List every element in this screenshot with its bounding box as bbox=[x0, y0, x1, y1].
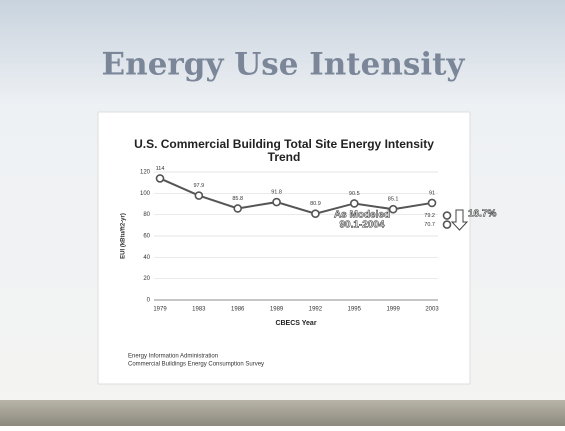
slide-title: Energy Use Intensity bbox=[102, 47, 466, 83]
grass bbox=[0, 400, 565, 426]
data-label: 97.9 bbox=[193, 183, 204, 189]
data-point bbox=[429, 199, 436, 206]
x-tick-label: 2003 bbox=[425, 307, 439, 313]
x-tick-label: 1995 bbox=[348, 307, 362, 313]
x-tick-label: 1992 bbox=[309, 307, 323, 313]
data-label: 91.8 bbox=[271, 190, 282, 196]
modeled-point bbox=[444, 212, 451, 219]
y-tick-label: 20 bbox=[143, 276, 150, 282]
data-point bbox=[390, 206, 397, 213]
data-label: 85.8 bbox=[232, 196, 243, 202]
data-label: 91 bbox=[429, 190, 435, 196]
modeled-annotation: 90.1-2004 bbox=[339, 220, 384, 231]
y-tick-label: 80 bbox=[143, 212, 150, 218]
x-axis-label: CBECS Year bbox=[275, 320, 316, 327]
data-label: 80.9 bbox=[310, 201, 321, 207]
x-tick-label: 1983 bbox=[192, 307, 206, 313]
data-point bbox=[351, 200, 358, 207]
y-axis-label: EUI (kBtu/ft2-yr) bbox=[121, 213, 127, 259]
reduction-label: 16.7% bbox=[468, 209, 496, 220]
source-note: Commercial Buildings Energy Consumption … bbox=[128, 362, 264, 368]
modeled-label: 70.7 bbox=[424, 222, 435, 228]
data-label: 85.1 bbox=[388, 197, 399, 203]
slide: Energy Use Intensity U.S. Commercial Bui… bbox=[0, 0, 565, 426]
data-point bbox=[273, 199, 280, 206]
data-point bbox=[312, 210, 319, 217]
x-tick-label: 1989 bbox=[270, 307, 284, 313]
modeled-label: 79.2 bbox=[424, 213, 435, 219]
y-tick-label: 60 bbox=[143, 234, 150, 240]
x-tick-label: 1979 bbox=[153, 307, 167, 313]
data-point bbox=[195, 192, 202, 199]
modeled-point bbox=[444, 221, 451, 228]
x-tick-label: 1999 bbox=[386, 307, 400, 313]
data-label: 90.5 bbox=[349, 191, 360, 197]
data-point bbox=[157, 175, 164, 182]
source-note: Energy Information Administration bbox=[128, 354, 218, 360]
y-tick-label: 120 bbox=[140, 170, 151, 176]
x-tick-label: 1986 bbox=[231, 307, 245, 313]
y-tick-label: 100 bbox=[140, 191, 151, 197]
data-point bbox=[234, 205, 241, 212]
chart-title: Trend bbox=[268, 150, 301, 164]
y-tick-label: 40 bbox=[143, 255, 150, 261]
chart-title: U.S. Commercial Building Total Site Ener… bbox=[134, 137, 434, 151]
data-label: 114 bbox=[156, 166, 165, 172]
